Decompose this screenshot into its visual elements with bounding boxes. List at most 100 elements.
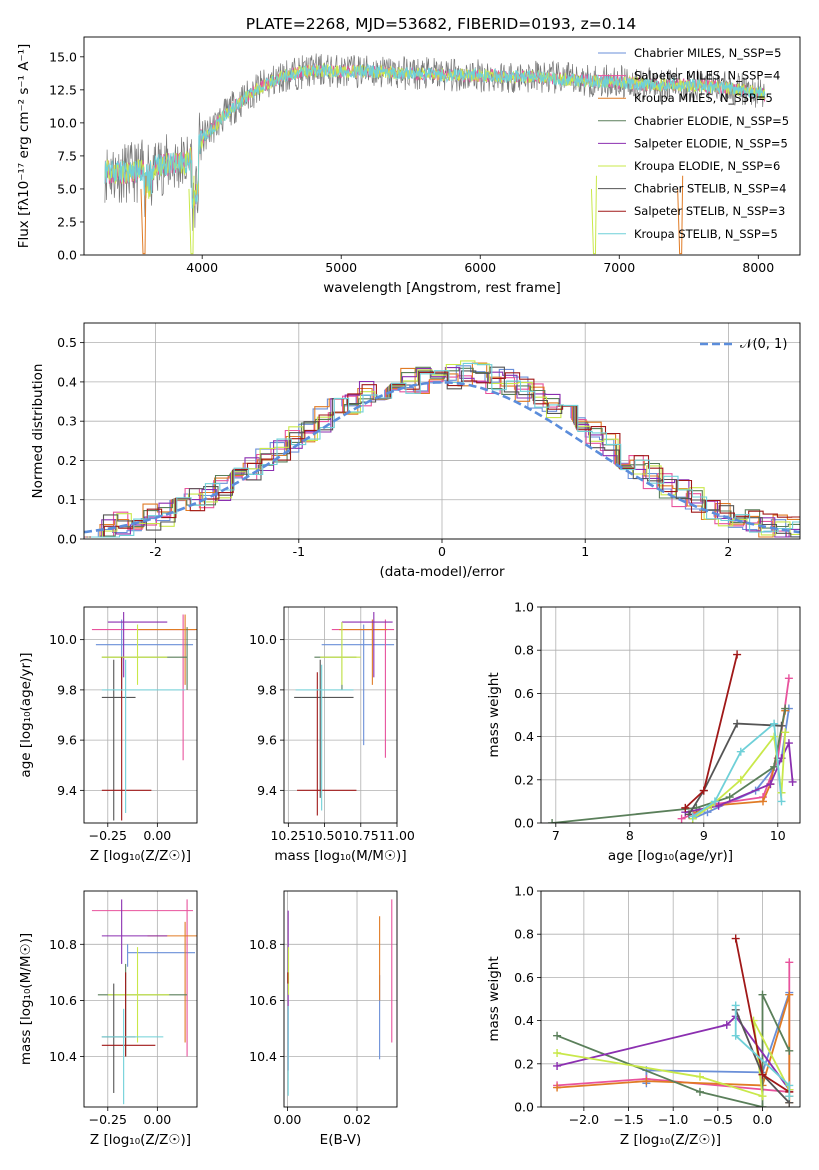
y-tick-label: 0.2 — [57, 453, 77, 468]
y-tick-label: 2.5 — [57, 214, 77, 229]
mass-weight-marker — [733, 719, 742, 728]
mass-weight-line — [692, 732, 787, 820]
mass-weight-marker — [681, 803, 690, 812]
x-axis-label: age [log₁₀(age/yr)] — [608, 848, 733, 864]
y-tick-label: 10.0 — [49, 115, 77, 130]
y-axis-label: age [log₁₀(age/yr)] — [18, 652, 34, 777]
axes-frame — [540, 606, 801, 824]
x-tick-label: 7000 — [603, 260, 635, 275]
y-tick-label: 0.0 — [57, 248, 77, 263]
histogram-series — [90, 371, 800, 538]
mass-weight-marker — [699, 786, 708, 795]
y-tick-label: 0.1 — [57, 492, 77, 507]
mass-weight-marker — [777, 721, 786, 730]
x-axis-label: Z [log₁₀(Z/Z☉)] — [90, 1132, 191, 1148]
mass-weight-marker — [695, 1072, 704, 1081]
mass-vs-Z-errorbars — [91, 899, 197, 1105]
mass-weight-line — [556, 1014, 791, 1091]
spectrum-dropout — [140, 175, 147, 255]
axes-frame — [540, 890, 801, 1108]
age-vs-Z-axes: −0.25 0.00 9.4 9.6 9.8 10.0 — [49, 607, 197, 843]
mass-weight-marker — [553, 1049, 562, 1057]
plot-area — [284, 607, 397, 823]
spectrum-line — [104, 63, 766, 209]
legend-entry: Kroupa ELODIE, N_SSP=6 — [634, 159, 780, 173]
y-tick-label: 15.0 — [49, 49, 77, 64]
x-tick-label: 4000 — [186, 260, 218, 275]
mass-weight-marker — [548, 819, 557, 823]
y-axis-label: Normed distribution — [30, 364, 46, 499]
massweight-vs-age-axes: 7 8 9 10 0.0 0.2 0.4 0.6 0.8 1.0 — [514, 600, 800, 843]
axes-frame — [83, 36, 801, 256]
y-tick-label: 0.0 — [514, 816, 534, 831]
x-tick-label: 0.00 — [143, 828, 171, 843]
x-tick-label: 2 — [724, 544, 732, 559]
mass-weight-marker — [553, 1061, 562, 1070]
x-tick-label: -2 — [149, 544, 161, 559]
mass-weight-marker — [770, 719, 779, 728]
x-axis-label: (data-model)/error — [379, 564, 505, 580]
mass-weight-marker — [788, 777, 797, 786]
x-tick-label: 9 — [700, 828, 708, 843]
spectrum-line — [104, 53, 766, 231]
mass-weight-marker — [731, 934, 740, 943]
histogram-series — [88, 360, 800, 538]
mass-weight-marker — [688, 812, 697, 821]
y-tick-label: 9.8 — [257, 682, 277, 697]
mass-weight-marker — [758, 1103, 767, 1107]
y-axis-label: mass [log₁₀(M/M☉)] — [18, 933, 34, 1065]
mass-weight-line — [688, 722, 782, 815]
y-tick-label: 10.4 — [249, 1049, 277, 1064]
mass-weight-marker — [736, 747, 745, 756]
x-tick-label: −2.0 — [569, 1112, 599, 1127]
mass-weight-marker — [731, 1031, 740, 1040]
figure-title: PLATE=2268, MJD=53682, FIBERID=0193, z=0… — [246, 15, 636, 33]
mass-vs-ebv-errorbars — [287, 899, 393, 1096]
mass-weight-marker — [785, 1092, 794, 1101]
y-tick-label: 0.6 — [514, 686, 534, 701]
y-tick-label: 9.4 — [257, 783, 277, 798]
x-tick-label: 8 — [626, 828, 634, 843]
mass-weight-marker — [770, 732, 779, 741]
mass-weight-marker — [758, 1070, 767, 1079]
y-tick-label: 1.0 — [514, 884, 534, 899]
y-tick-label: 0.4 — [514, 1013, 534, 1028]
y-tick-label: 5.0 — [57, 181, 77, 196]
mass-weight-marker — [781, 728, 790, 737]
plot-area — [84, 891, 197, 1107]
x-tick-label: -1 — [293, 544, 305, 559]
y-tick-label: 9.4 — [57, 783, 77, 798]
mass-weight-marker — [714, 801, 723, 810]
y-tick-label: 0.5 — [57, 335, 77, 350]
y-tick-label: 0.8 — [514, 643, 534, 658]
mass-weight-marker — [785, 958, 794, 967]
mass-weight-marker — [785, 1081, 794, 1090]
mass-weight-marker — [785, 1046, 794, 1055]
x-tick-label: 10.50 — [307, 828, 343, 843]
y-tick-label: 9.6 — [57, 733, 77, 748]
x-tick-label: 10 — [770, 828, 786, 843]
spectrum-traces — [104, 53, 766, 255]
plot-layer: 4000 5000 6000 7000 80000.02.55.07.510.012.5… — [16, 36, 801, 1148]
axes-frame — [83, 890, 198, 1108]
y-tick-label: 12.5 — [49, 82, 77, 97]
mass-weight-marker — [759, 797, 767, 806]
y-tick-label: 0.8 — [514, 927, 534, 942]
y-tick-label: 10.4 — [49, 1049, 77, 1064]
x-tick-label: −0.25 — [89, 828, 127, 843]
age-vs-mass-errorbars — [294, 612, 395, 816]
mass-weight-marker — [777, 797, 786, 806]
residual-hist-axes: -2 -1 0 1 2 0.0 0.1 0.2 0.3 0.4 0.5 — [57, 323, 800, 559]
y-tick-label: 0.4 — [57, 374, 77, 389]
mass-weight-marker — [784, 674, 793, 683]
x-tick-label: −1.0 — [658, 1112, 688, 1127]
hist-legend: 𝒩(0, 1) — [700, 337, 787, 352]
legend-entry: Salpeter STELIB, N_SSP=3 — [634, 204, 785, 218]
massweight-vs-age-lines — [548, 650, 797, 823]
axes-frame — [83, 606, 198, 824]
legend-entry: Chabrier ELODIE, N_SSP=5 — [634, 114, 789, 128]
spectrum-dropout — [590, 175, 597, 255]
y-tick-label: 1.0 — [514, 600, 534, 615]
mass-weight-marker — [722, 1020, 731, 1029]
